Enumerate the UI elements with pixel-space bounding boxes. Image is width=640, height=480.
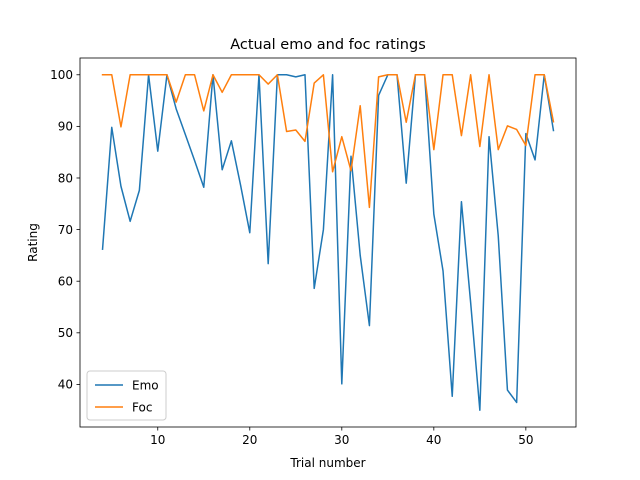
x-tick-label: 20 bbox=[242, 433, 257, 447]
y-tick-label: 40 bbox=[58, 378, 73, 392]
series-layer bbox=[101, 74, 555, 411]
y-tick-label: 50 bbox=[58, 326, 73, 340]
chart-title: Actual emo and foc ratings bbox=[230, 37, 426, 53]
x-tick-label: 50 bbox=[518, 433, 533, 447]
series-line-emo bbox=[101, 74, 555, 411]
y-tick-label: 100 bbox=[50, 68, 73, 82]
x-tick-label: 40 bbox=[426, 433, 441, 447]
legend: Emo Foc bbox=[86, 370, 167, 421]
y-tick-label: 80 bbox=[58, 171, 73, 185]
legend-label-emo: Emo bbox=[132, 379, 159, 393]
legend-label-foc: Foc bbox=[132, 401, 152, 415]
plot-frame bbox=[79, 57, 577, 428]
y-axis-title: Rating bbox=[26, 223, 40, 262]
y-tick-label: 60 bbox=[58, 275, 73, 289]
axes-layer: 10 20 30 40 50 40 50 60 70 80 90 100 bbox=[50, 57, 577, 447]
series-line-foc bbox=[101, 74, 555, 209]
x-axis-title: Trial number bbox=[289, 456, 365, 470]
x-tick-label: 30 bbox=[334, 433, 349, 447]
y-tick-label: 90 bbox=[58, 120, 73, 134]
y-tick-label: 70 bbox=[58, 223, 73, 237]
x-tick-label: 10 bbox=[150, 433, 165, 447]
